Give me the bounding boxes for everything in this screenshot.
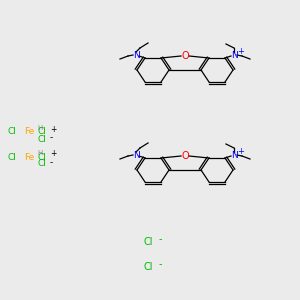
Text: +: + [238,46,244,56]
Text: -: - [50,158,53,167]
Text: N: N [133,50,140,59]
Text: H: H [37,125,42,131]
Text: N: N [133,151,140,160]
Text: +: + [50,149,56,158]
Text: Fe: Fe [24,128,34,136]
Text: +: + [50,124,56,134]
Text: Cl: Cl [37,134,46,143]
Text: Cl: Cl [143,262,153,272]
Text: H: H [37,150,42,156]
Text: -: - [158,259,162,269]
Text: Cl: Cl [37,128,46,136]
Text: Cl: Cl [8,152,17,161]
Text: O: O [181,151,189,161]
Text: N: N [231,151,237,160]
Text: Cl: Cl [143,237,153,247]
Text: Cl: Cl [37,152,46,161]
Text: O: O [181,51,189,61]
Text: Cl: Cl [37,160,46,169]
Text: Cl: Cl [8,128,17,136]
Text: Fe: Fe [24,152,34,161]
Text: N: N [231,50,237,59]
Text: +: + [238,146,244,155]
Text: -: - [50,134,53,142]
Text: -: - [158,234,162,244]
